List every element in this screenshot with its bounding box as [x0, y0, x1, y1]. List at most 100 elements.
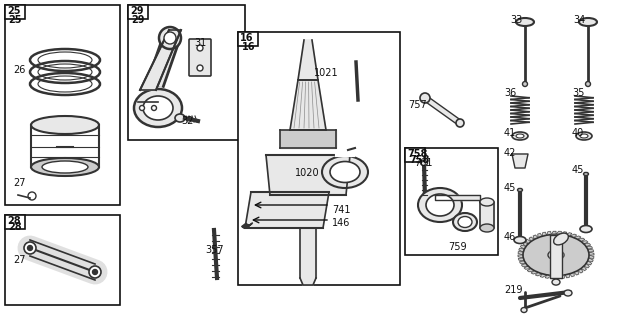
- Ellipse shape: [175, 114, 185, 122]
- Polygon shape: [521, 263, 528, 266]
- Polygon shape: [245, 192, 329, 228]
- Polygon shape: [586, 261, 591, 265]
- Polygon shape: [556, 231, 561, 235]
- FancyBboxPatch shape: [189, 39, 211, 76]
- Ellipse shape: [576, 132, 592, 140]
- Text: 219: 219: [504, 285, 523, 295]
- Ellipse shape: [480, 224, 494, 232]
- Polygon shape: [588, 252, 594, 255]
- Polygon shape: [565, 274, 570, 278]
- Polygon shape: [518, 258, 525, 261]
- Polygon shape: [560, 232, 567, 235]
- Polygon shape: [570, 272, 574, 277]
- Polygon shape: [588, 255, 594, 258]
- Text: 29: 29: [131, 15, 144, 25]
- Text: 45: 45: [572, 165, 585, 175]
- Ellipse shape: [420, 160, 428, 165]
- Ellipse shape: [523, 81, 528, 87]
- Polygon shape: [526, 239, 531, 244]
- Polygon shape: [480, 202, 494, 228]
- Text: 357: 357: [205, 245, 224, 255]
- Ellipse shape: [426, 194, 454, 216]
- Ellipse shape: [420, 93, 430, 103]
- Text: 759: 759: [448, 242, 467, 252]
- Bar: [405, 148, 425, 162]
- Polygon shape: [290, 80, 326, 130]
- Bar: [128, 5, 245, 140]
- Ellipse shape: [480, 198, 494, 206]
- Text: 40: 40: [572, 128, 584, 138]
- Polygon shape: [540, 274, 547, 277]
- Ellipse shape: [42, 161, 88, 173]
- Text: 29: 29: [130, 6, 143, 16]
- Text: 25: 25: [8, 15, 22, 25]
- Polygon shape: [551, 231, 556, 235]
- Text: 146: 146: [332, 218, 350, 228]
- Text: 28: 28: [8, 222, 22, 232]
- Polygon shape: [578, 268, 583, 273]
- Ellipse shape: [164, 32, 176, 44]
- Text: 758: 758: [407, 149, 427, 159]
- Ellipse shape: [31, 116, 99, 134]
- Ellipse shape: [27, 245, 32, 250]
- Polygon shape: [586, 246, 593, 249]
- Bar: [5, 215, 25, 229]
- Polygon shape: [551, 275, 556, 279]
- Bar: [238, 32, 258, 46]
- Text: 34: 34: [573, 15, 585, 25]
- Polygon shape: [565, 233, 572, 236]
- Ellipse shape: [159, 27, 181, 49]
- Ellipse shape: [564, 290, 572, 296]
- Polygon shape: [536, 272, 542, 276]
- Ellipse shape: [516, 134, 524, 138]
- Text: 758: 758: [409, 155, 430, 165]
- Polygon shape: [574, 271, 579, 275]
- Polygon shape: [527, 268, 534, 272]
- Ellipse shape: [31, 158, 99, 176]
- Polygon shape: [531, 271, 538, 274]
- Ellipse shape: [548, 250, 564, 260]
- Text: eReplacementParts.com: eReplacementParts.com: [242, 170, 378, 180]
- Ellipse shape: [143, 96, 173, 120]
- Polygon shape: [574, 236, 581, 239]
- Polygon shape: [520, 261, 526, 263]
- Polygon shape: [529, 237, 534, 242]
- Ellipse shape: [134, 89, 182, 127]
- Ellipse shape: [197, 45, 203, 51]
- Ellipse shape: [514, 236, 526, 243]
- Bar: [5, 5, 25, 19]
- Ellipse shape: [512, 132, 528, 140]
- Polygon shape: [588, 258, 593, 262]
- Text: 25: 25: [7, 6, 20, 16]
- Text: 36: 36: [504, 88, 516, 98]
- Text: 1020: 1020: [295, 168, 320, 178]
- Polygon shape: [538, 233, 542, 238]
- Text: 741: 741: [332, 205, 350, 215]
- Ellipse shape: [458, 217, 472, 228]
- Text: 16: 16: [242, 42, 255, 52]
- Ellipse shape: [518, 189, 523, 191]
- Ellipse shape: [322, 156, 368, 188]
- Polygon shape: [298, 40, 318, 80]
- Polygon shape: [518, 255, 523, 258]
- Ellipse shape: [521, 307, 527, 313]
- Polygon shape: [546, 275, 551, 278]
- Ellipse shape: [580, 225, 592, 232]
- Ellipse shape: [197, 65, 203, 71]
- Polygon shape: [280, 130, 336, 148]
- Polygon shape: [581, 266, 587, 270]
- Text: 27: 27: [13, 255, 25, 265]
- Text: 42: 42: [504, 148, 516, 158]
- Polygon shape: [560, 275, 565, 279]
- Polygon shape: [300, 228, 316, 278]
- Text: 35: 35: [572, 88, 585, 98]
- Polygon shape: [520, 245, 526, 249]
- Polygon shape: [584, 263, 590, 268]
- Bar: [238, 32, 400, 285]
- Text: 26: 26: [13, 65, 25, 75]
- Ellipse shape: [330, 161, 360, 183]
- Text: 757: 757: [408, 100, 427, 110]
- Ellipse shape: [583, 172, 588, 176]
- Polygon shape: [578, 238, 585, 242]
- Text: 46: 46: [504, 232, 516, 242]
